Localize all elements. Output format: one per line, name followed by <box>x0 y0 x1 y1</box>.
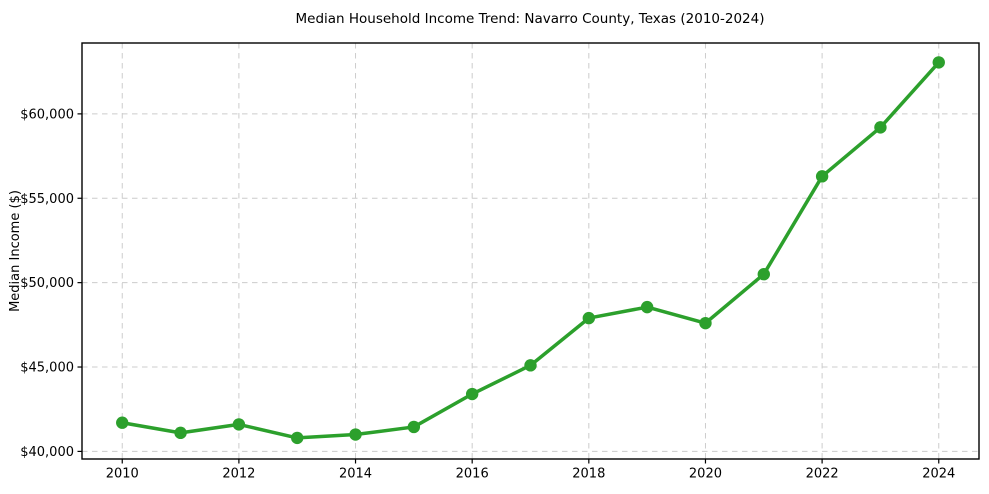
axes-layer: 2010 2012 2014 2016 2018 2020 2022 2024 $40,000 $… <box>20 42 980 482</box>
data-point-2016 <box>465 387 479 401</box>
data-layer <box>116 56 945 445</box>
y-tick-label-60000: $60,000 <box>20 107 74 122</box>
y-tick-label-50000: $50,000 <box>20 276 74 291</box>
y-tick-label-40000: $40,000 <box>20 445 74 460</box>
data-point-2022 <box>815 170 829 183</box>
trend-line <box>120 60 941 440</box>
y-tick-label-45000: $45,000 <box>20 361 74 376</box>
x-tick-label-2018: 2018 <box>572 467 605 482</box>
x-tick-label-2024: 2024 <box>922 467 955 482</box>
data-point-2023 <box>874 121 887 134</box>
data-point-2018 <box>582 311 596 325</box>
data-point-2021 <box>757 268 770 281</box>
chart-title: Median Household Income Trend: Navarro C… <box>295 11 764 27</box>
data-point-2015 <box>407 420 421 434</box>
data-point-2017 <box>524 359 537 372</box>
plot-frame <box>81 42 980 460</box>
data-point-2011 <box>174 426 187 440</box>
data-point-2010 <box>116 416 129 429</box>
data-point-2020 <box>699 316 712 330</box>
data-point-2013 <box>291 431 304 445</box>
data-point-2024 <box>932 56 945 69</box>
y-axis-label: Median Income ($) <box>8 190 23 312</box>
x-tick-label-2012: 2012 <box>222 467 255 482</box>
grid-layer <box>82 43 979 459</box>
data-point-2014 <box>349 428 362 441</box>
data-point-2012 <box>232 418 246 431</box>
x-tick-label-2010: 2010 <box>106 467 139 482</box>
x-tick-label-2014: 2014 <box>339 467 372 482</box>
x-tick-label-2016: 2016 <box>456 467 489 482</box>
data-point-2019 <box>640 300 654 314</box>
y-tick-label-55000: $55,000 <box>20 192 74 207</box>
x-tick-label-2020: 2020 <box>689 467 722 482</box>
x-tick-label-2022: 2022 <box>806 467 839 482</box>
